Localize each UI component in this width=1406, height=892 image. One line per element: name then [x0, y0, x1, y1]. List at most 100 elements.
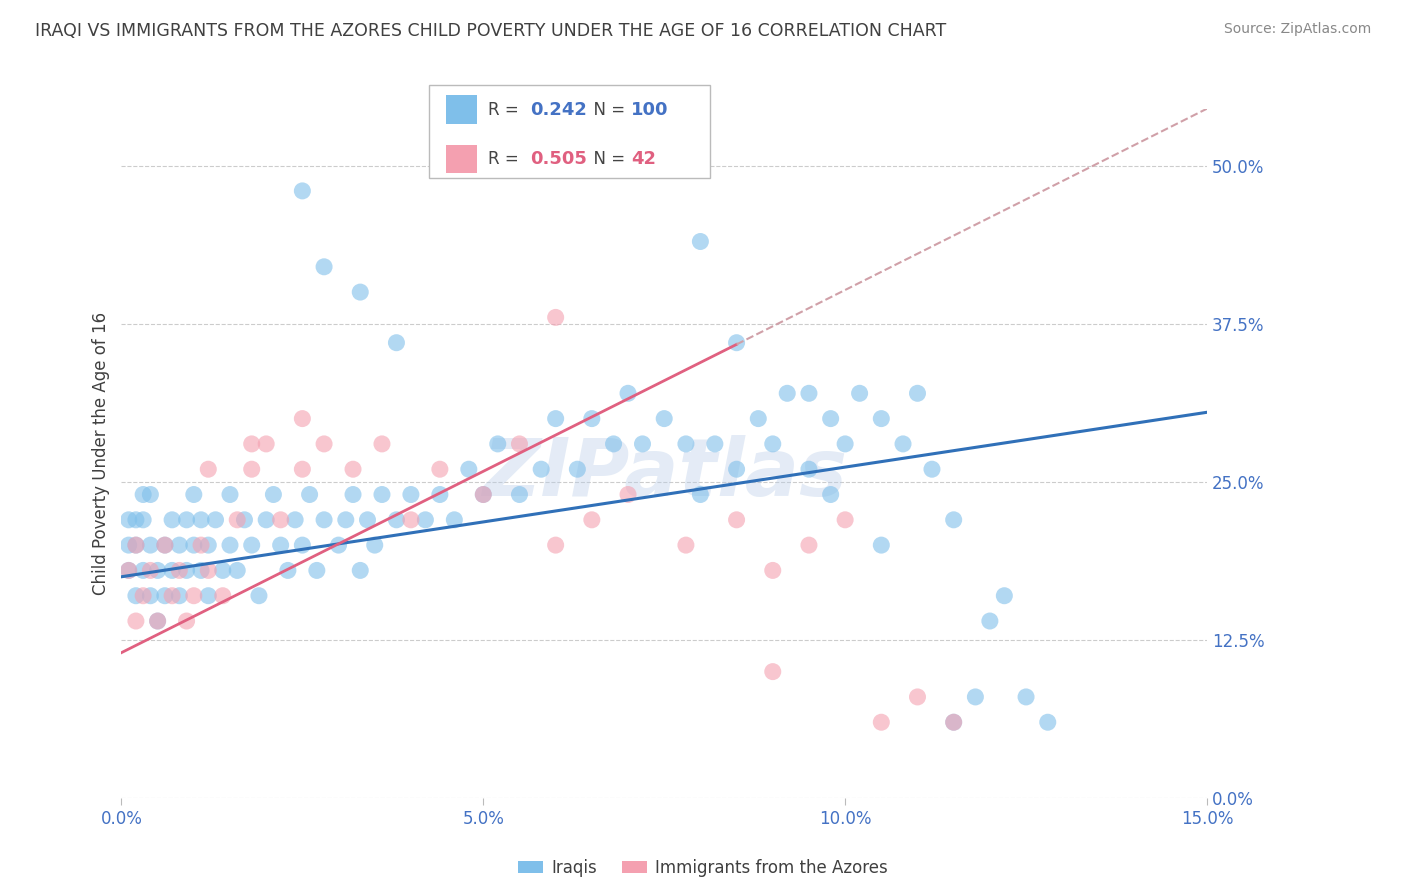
- Point: [211, 589, 233, 603]
- Point: [132, 487, 155, 501]
- Point: [291, 411, 314, 425]
- Point: [190, 563, 212, 577]
- Point: [602, 437, 624, 451]
- Point: [356, 513, 378, 527]
- Point: [197, 589, 219, 603]
- Point: [508, 487, 530, 501]
- Text: Source: ZipAtlas.com: Source: ZipAtlas.com: [1223, 22, 1371, 37]
- Point: [183, 589, 205, 603]
- Point: [820, 487, 842, 501]
- Point: [725, 513, 748, 527]
- Point: [118, 563, 141, 577]
- Point: [834, 513, 856, 527]
- Text: N =: N =: [583, 150, 631, 168]
- Point: [725, 335, 748, 350]
- Point: [211, 563, 233, 577]
- Point: [197, 462, 219, 476]
- Point: [349, 563, 371, 577]
- Point: [349, 285, 371, 299]
- Text: R =: R =: [488, 150, 524, 168]
- Point: [262, 487, 284, 501]
- Text: 42: 42: [631, 150, 657, 168]
- Legend: Iraqis, Immigrants from the Azores: Iraqis, Immigrants from the Azores: [512, 853, 894, 884]
- Point: [270, 538, 292, 552]
- Point: [125, 589, 148, 603]
- Point: [169, 589, 191, 603]
- Point: [762, 437, 785, 451]
- Point: [118, 538, 141, 552]
- Point: [472, 487, 495, 501]
- Point: [544, 411, 567, 425]
- Point: [581, 411, 603, 425]
- Point: [118, 513, 141, 527]
- Point: [190, 538, 212, 552]
- Point: [183, 487, 205, 501]
- Point: [415, 513, 437, 527]
- Point: [146, 614, 169, 628]
- Point: [153, 589, 176, 603]
- Point: [544, 538, 567, 552]
- Point: [762, 563, 785, 577]
- Point: [277, 563, 299, 577]
- Point: [160, 563, 183, 577]
- Point: [125, 614, 148, 628]
- Point: [652, 411, 675, 425]
- Point: [226, 513, 249, 527]
- Point: [631, 437, 654, 451]
- Point: [486, 437, 509, 451]
- Point: [240, 437, 263, 451]
- Point: [870, 411, 893, 425]
- Point: [176, 614, 198, 628]
- Text: 0.242: 0.242: [530, 101, 586, 119]
- Point: [291, 538, 314, 552]
- Point: [399, 487, 422, 501]
- Point: [153, 538, 176, 552]
- Point: [703, 437, 725, 451]
- Point: [508, 437, 530, 451]
- Point: [118, 563, 141, 577]
- Point: [153, 538, 176, 552]
- Point: [247, 589, 270, 603]
- Point: [942, 513, 965, 527]
- Point: [298, 487, 321, 501]
- Point: [747, 411, 769, 425]
- Point: [219, 538, 242, 552]
- Y-axis label: Child Poverty Under the Age of 16: Child Poverty Under the Age of 16: [93, 312, 110, 595]
- Point: [921, 462, 943, 476]
- Point: [160, 589, 183, 603]
- Point: [169, 563, 191, 577]
- Point: [1015, 690, 1038, 704]
- Point: [197, 563, 219, 577]
- Point: [371, 487, 394, 501]
- Point: [132, 589, 155, 603]
- Point: [965, 690, 987, 704]
- Point: [312, 260, 335, 274]
- Point: [146, 563, 169, 577]
- Point: [132, 513, 155, 527]
- Point: [617, 386, 640, 401]
- Point: [169, 538, 191, 552]
- Point: [226, 563, 249, 577]
- Point: [328, 538, 350, 552]
- Point: [204, 513, 226, 527]
- Point: [979, 614, 1001, 628]
- Point: [567, 462, 589, 476]
- Point: [443, 513, 465, 527]
- Point: [762, 665, 785, 679]
- Point: [139, 538, 162, 552]
- Point: [834, 437, 856, 451]
- Point: [291, 184, 314, 198]
- Point: [942, 715, 965, 730]
- Point: [312, 437, 335, 451]
- Point: [342, 462, 364, 476]
- Point: [233, 513, 256, 527]
- Point: [254, 513, 277, 527]
- Point: [342, 487, 364, 501]
- Point: [689, 487, 711, 501]
- Point: [385, 513, 408, 527]
- Point: [176, 513, 198, 527]
- Point: [371, 437, 394, 451]
- Point: [472, 487, 495, 501]
- Point: [146, 614, 169, 628]
- Text: 0.505: 0.505: [530, 150, 586, 168]
